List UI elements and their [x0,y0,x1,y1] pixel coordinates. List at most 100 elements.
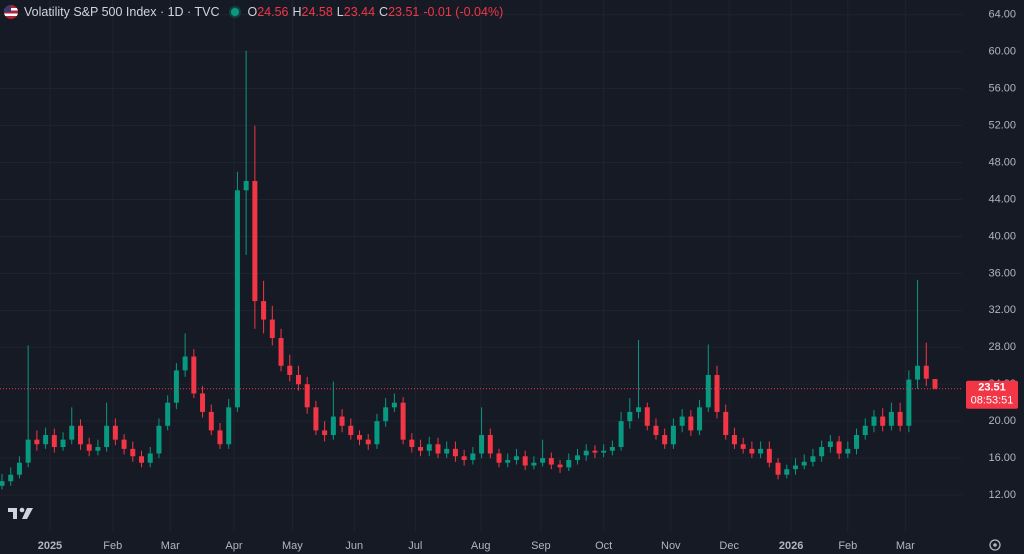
candle-body [304,384,310,408]
candle-body [51,435,57,448]
candle-body [871,416,877,426]
x-tick-label: Dec [719,540,739,552]
candle-body [104,425,110,448]
candle-body [784,469,790,475]
candle-body [731,435,737,445]
candle-body [644,407,650,426]
candle-body [653,425,659,436]
candle-body [374,421,380,445]
candle-body [295,374,301,385]
ohlc-value: 24.58 [301,5,333,19]
candle-body [243,181,249,191]
candle-body [365,439,371,445]
candle-body [801,461,807,466]
candle-body [792,465,798,470]
x-tick-label: Mar [896,540,915,552]
candle-body [513,456,519,460]
candle-body [897,411,903,426]
candle-body [888,411,894,426]
candle-body [330,416,336,436]
candle-body [740,444,746,449]
x-tick-label: 2025 [38,540,62,552]
candle-body [234,190,240,408]
candle-body [409,439,415,448]
candle-body [165,402,171,426]
candle-body [540,458,546,463]
candle-body [86,444,92,451]
candle-body [322,430,328,436]
ohlc-key: H [292,5,302,19]
candle-body [252,181,258,302]
candle-body [278,338,284,366]
y-tick-label: 20.00 [988,415,1016,427]
y-tick-label: 12.00 [988,489,1016,501]
candle-body [932,379,938,389]
candle-body [226,407,232,445]
ohlc-value: 23.44 [343,5,376,19]
ohlc-key: O [247,5,258,19]
candle-body [435,444,441,454]
change: -0.01 (-0.04%) [423,5,504,19]
candle-body [557,464,563,468]
candle-body [34,439,40,445]
candle-body [191,356,197,394]
candle-body [69,425,75,440]
candle-body [775,462,781,475]
candle-body [16,462,22,475]
x-tick-label: 2026 [779,540,803,552]
candle-body [854,435,860,449]
candle-body [531,462,537,466]
tradingview-logo [8,507,33,519]
candle-body [139,456,145,463]
candle-body [357,435,363,440]
candle-body [444,448,450,454]
candle-body [208,411,214,431]
candle-body [200,393,206,412]
ohlc-value: 23.51 [388,5,420,19]
candle-body [25,439,31,463]
candle-body [156,425,162,454]
candle-body [836,441,842,454]
y-tick-label: 40.00 [988,230,1016,242]
candle-body [426,444,432,451]
candle-body [592,450,598,453]
candle-body [348,425,354,436]
candle-body [723,411,729,436]
x-tick-label: Apr [225,540,242,552]
candle-body [60,439,66,448]
candle-body [749,448,755,454]
y-tick-label: 28.00 [988,341,1016,353]
x-tick-label: Feb [838,540,857,552]
candle-body [574,455,580,460]
candle-body [479,435,485,454]
candle-body [845,448,851,454]
candle-body [130,448,136,457]
price-tag [966,380,1018,409]
candle-body [810,456,816,462]
legend-header: Volatility S&P 500 Index · 1D · TVC O 24.… [4,3,507,21]
candle-body [287,365,293,375]
candle-body [173,370,179,403]
settings-icon[interactable] [989,539,1001,551]
ohlc-key: C [379,5,389,19]
candle-body [636,407,642,412]
symbol-title: Volatility S&P 500 Index · 1D · TVC [24,5,220,19]
candle-body [583,450,589,456]
candle-body [880,416,886,426]
candle-body [662,435,668,445]
candle-body [923,365,929,379]
candle-body [77,425,83,445]
x-tick-label: Aug [471,540,491,552]
candle-body [609,447,615,451]
candle-body [217,430,223,445]
candle-body [112,425,118,440]
candle-body [452,448,458,457]
candle-body [697,407,703,431]
ohlc-key: L [336,5,344,19]
y-tick-label: 64.00 [988,9,1016,21]
candle-body [906,379,912,426]
y-tick-label: 32.00 [988,304,1016,316]
x-tick-label: Feb [103,540,122,552]
candle-body [43,435,49,445]
